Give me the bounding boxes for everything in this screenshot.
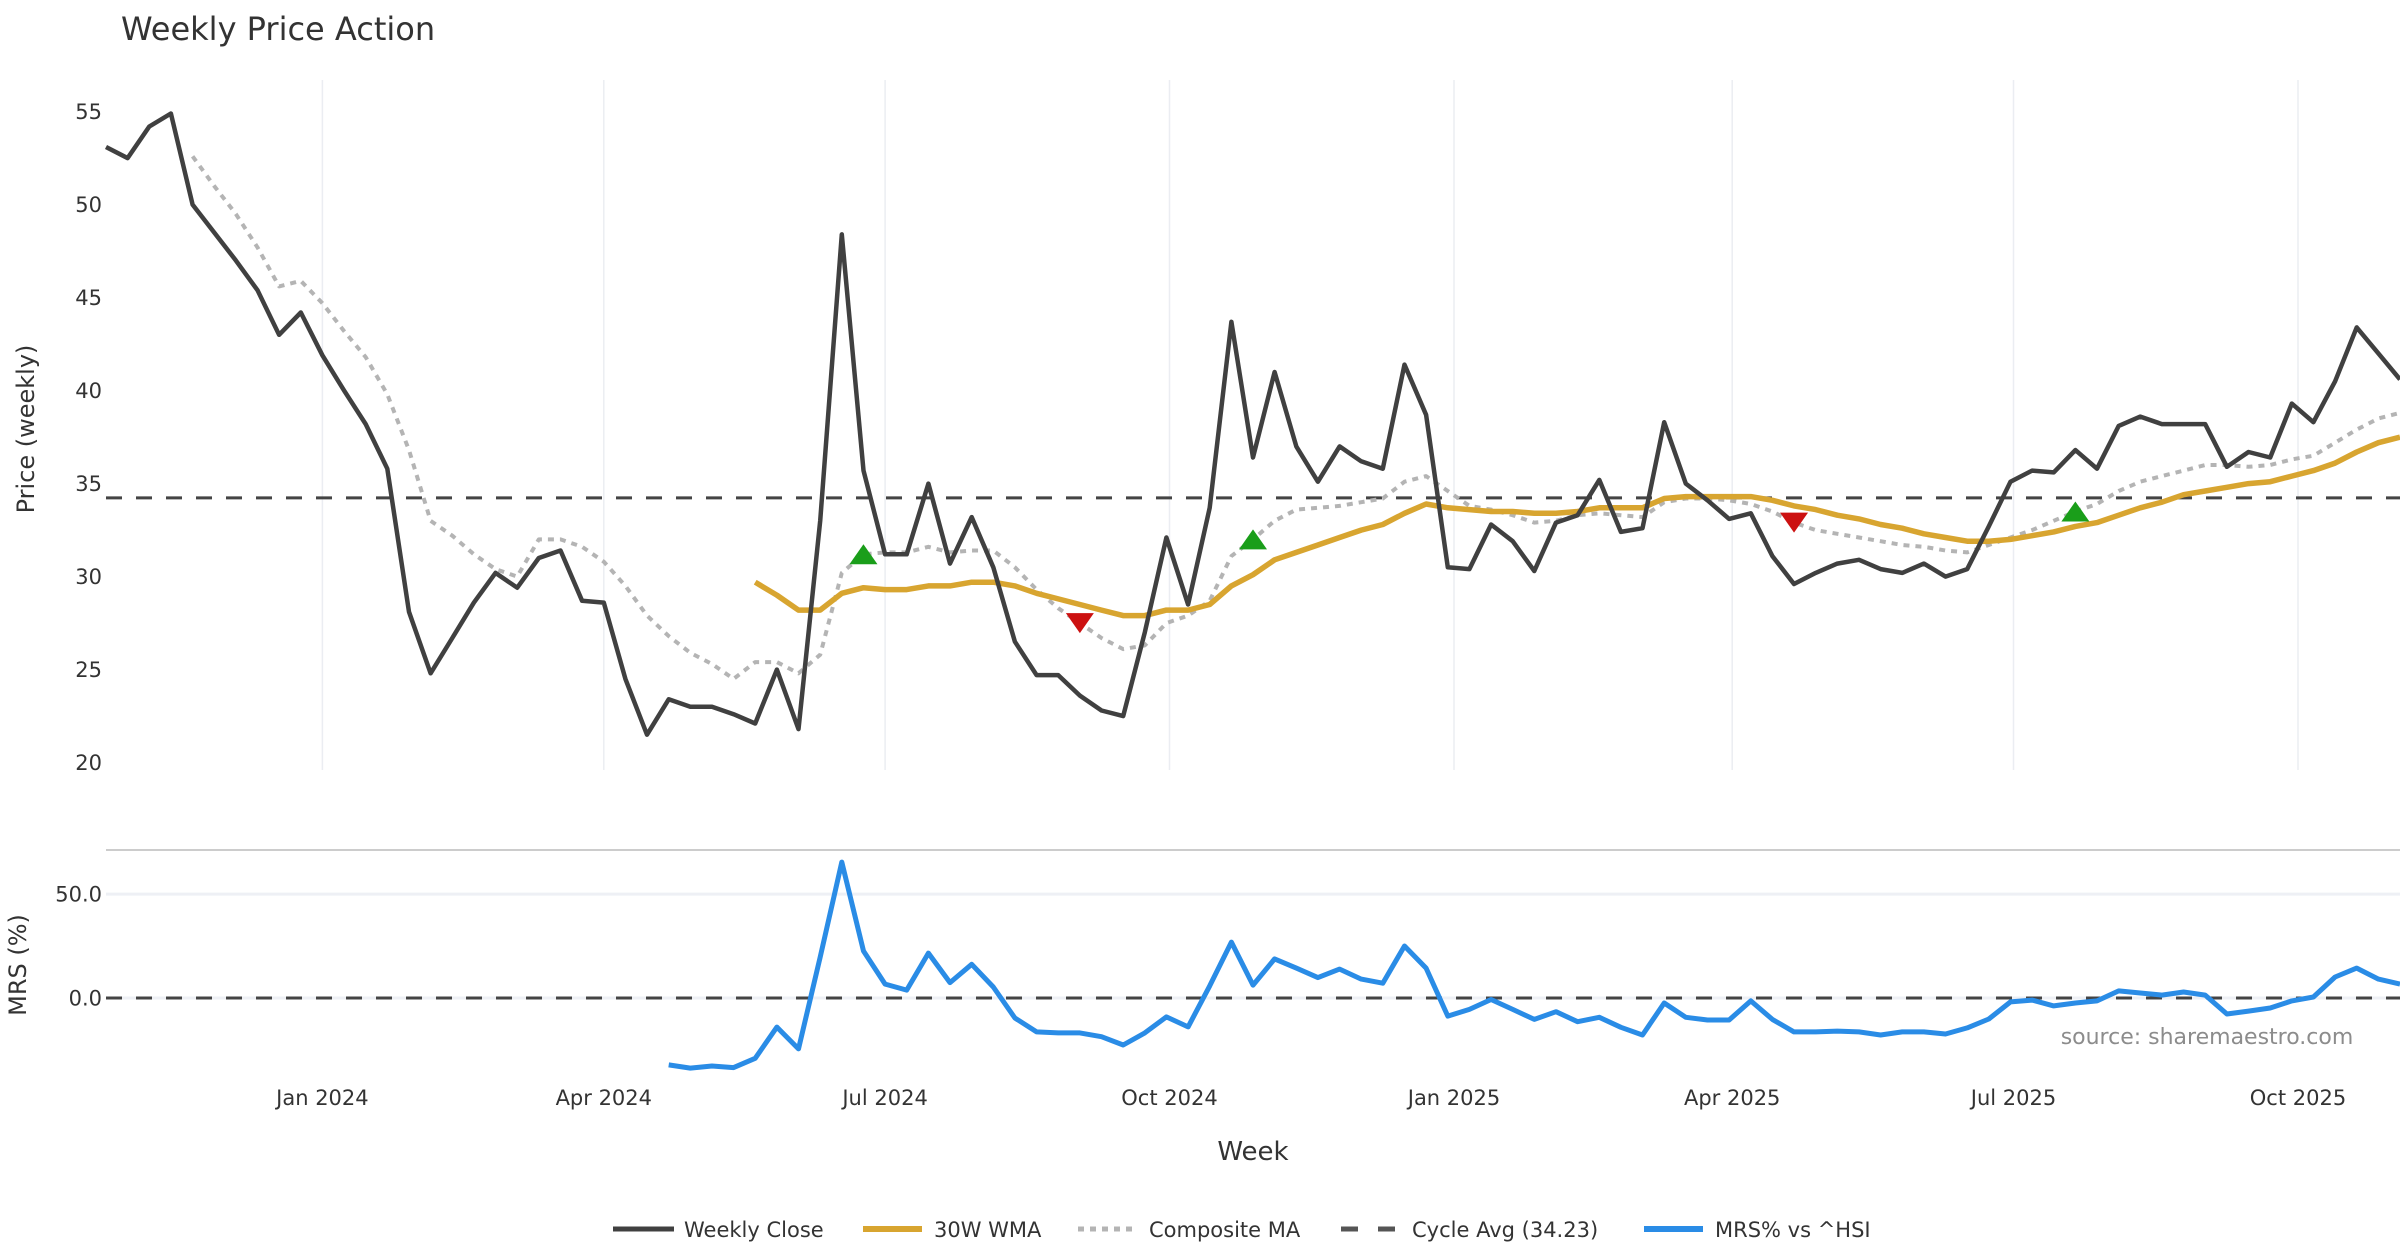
legend-item-weekly-close[interactable]: Weekly Close	[613, 1218, 824, 1242]
y-tick-label: 50	[75, 193, 102, 217]
source-annotation: source: sharemaestro.com	[2061, 1025, 2354, 1050]
x-tick-labels: Jan 2024 Apr 2024 Jul 2024 Oct 2024 Jan 2025…	[274, 1086, 2346, 1110]
y-tick-label: 30	[75, 565, 102, 589]
x-tick-label: Jul 2025	[1969, 1086, 2056, 1110]
x-tick-label: Oct 2025	[2250, 1086, 2346, 1110]
x-tick-label: Jan 2025	[1406, 1086, 1501, 1110]
x-tick-label: Jan 2024	[274, 1086, 369, 1110]
sell-signal-marker	[1065, 613, 1094, 634]
y-tick-label: 45	[75, 286, 102, 310]
legend-label-mrs: MRS% vs ^HSI	[1715, 1218, 1871, 1242]
buy-signal-marker	[1239, 529, 1267, 550]
series-line-mrs-vs-hsi	[668, 859, 2400, 1071]
buy-signal-marker	[849, 544, 878, 565]
series-line-composite-ma	[190, 155, 2400, 681]
y-tick-label: 25	[75, 658, 102, 682]
chart-title: Weekly Price Action	[121, 10, 435, 48]
legend-item-composite-ma[interactable]: Composite MA	[1078, 1218, 1301, 1242]
x-tick-label: Apr 2024	[556, 1086, 652, 1110]
legend-label-composite-ma: Composite MA	[1149, 1218, 1301, 1242]
y-tick-label: 40	[75, 379, 102, 403]
y-axis-label-mrs: MRS (%)	[4, 914, 32, 1016]
x-tick-label: Oct 2024	[1121, 1086, 1217, 1110]
x-tick-label: Apr 2025	[1684, 1086, 1780, 1110]
x-axis-label: Week	[1217, 1137, 1288, 1167]
buy-signal-marker	[2061, 501, 2090, 522]
legend-label-weekly-close: Weekly Close	[684, 1218, 824, 1242]
reference-lines	[106, 496, 2400, 1000]
y-tick-label: 0.0	[69, 987, 102, 1011]
y-tick-label: 35	[75, 472, 102, 496]
series-lines	[104, 111, 2400, 1071]
legend-item-30w-wma[interactable]: 30W WMA	[863, 1218, 1042, 1242]
legend-item-mrs[interactable]: MRS% vs ^HSI	[1644, 1218, 1871, 1242]
legend-label-cycle-avg: Cycle Avg (34.23)	[1412, 1218, 1598, 1242]
series-line-weekly-close	[104, 111, 2400, 737]
y-tick-label: 50.0	[55, 883, 102, 907]
x-tick-label: Jul 2024	[840, 1086, 927, 1110]
y-axis-label-price: Price (weekly)	[12, 345, 40, 514]
legend-item-cycle-avg[interactable]: Cycle Avg (34.23)	[1341, 1218, 1598, 1242]
y-tick-label: 20	[75, 751, 102, 775]
y-tick-label: 55	[75, 100, 102, 124]
legend: Weekly Close 30W WMA Composite MA Cycle …	[613, 1218, 1871, 1242]
legend-label-30w-wma: 30W WMA	[934, 1218, 1042, 1242]
sell-signal-marker	[1780, 512, 1809, 533]
y-tick-labels: 20 25 30 35 40 45 50 55 50.0 0.0	[55, 100, 102, 1010]
signal-markers	[849, 501, 2090, 634]
